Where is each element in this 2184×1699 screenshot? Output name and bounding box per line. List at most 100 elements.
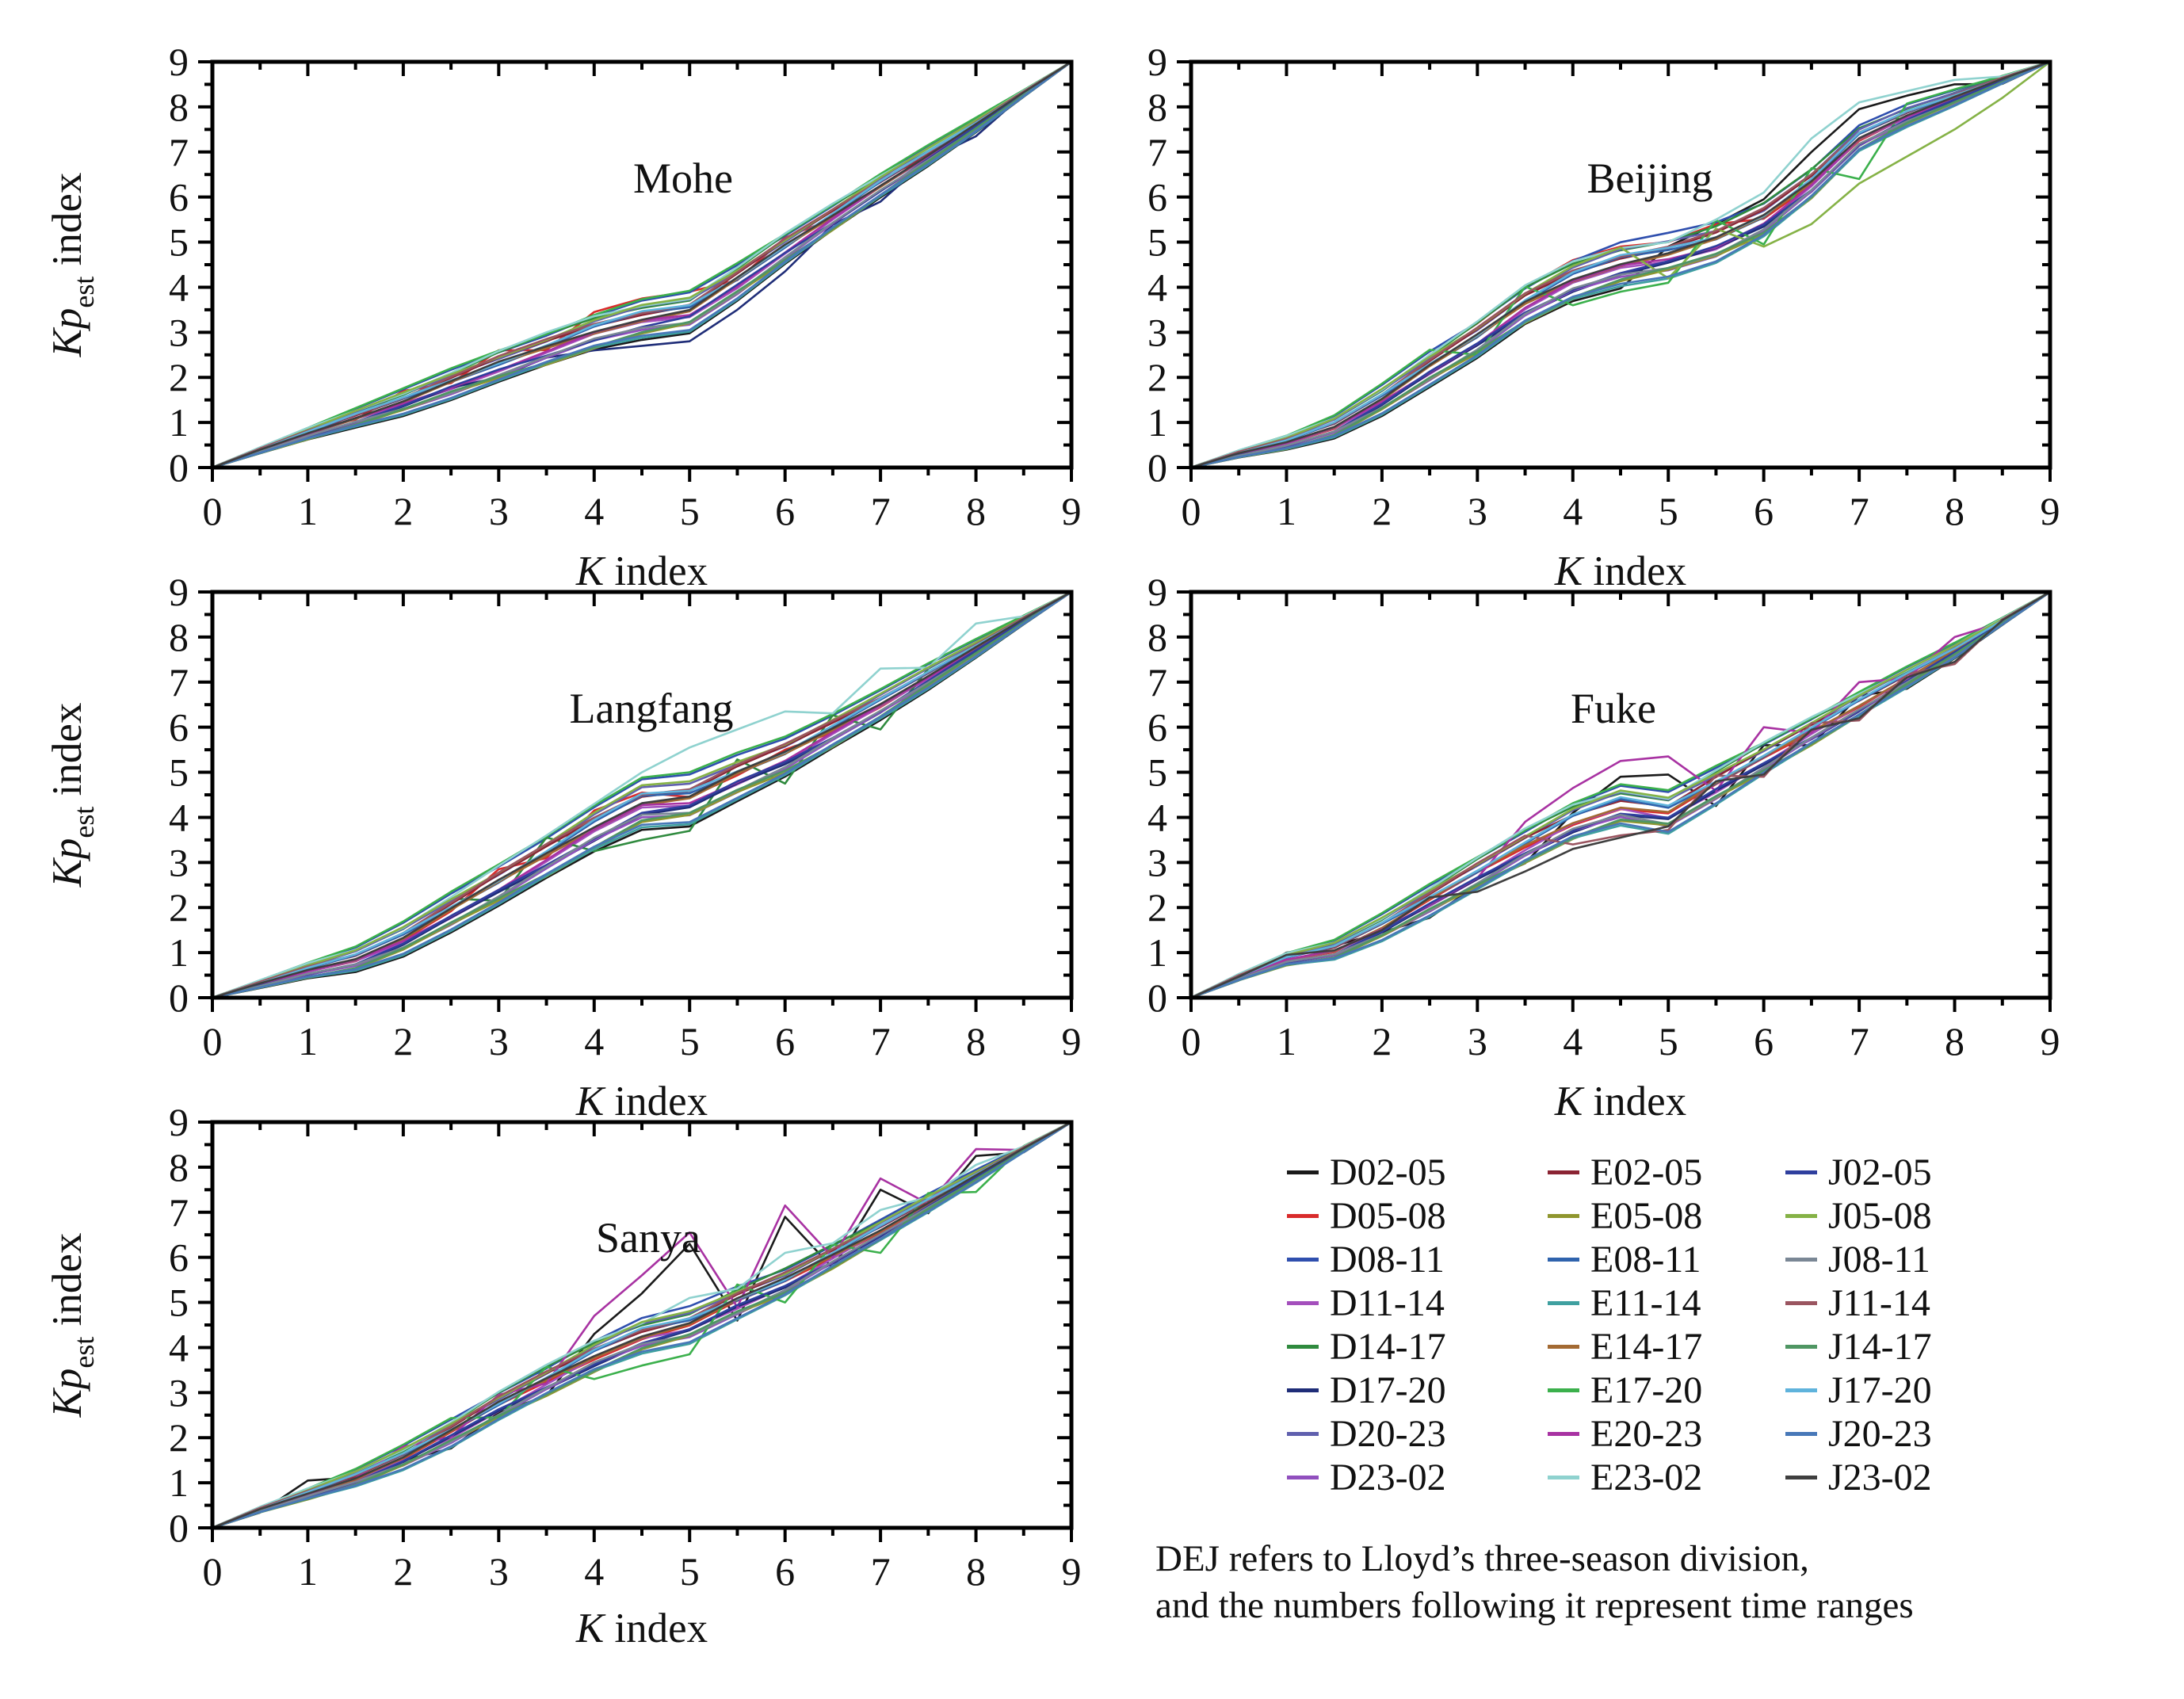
x-tick-label: 9 [1062, 489, 1082, 533]
y-tick-label: 1 [1147, 930, 1167, 975]
plot-title-langfang: Langfang [570, 685, 734, 732]
series-E08-11 [1189, 590, 2052, 999]
series-E05-08 [1189, 590, 2052, 999]
series-E02-05 [211, 60, 1073, 469]
series-D23-02 [211, 60, 1073, 469]
y-tick-label: 7 [1147, 130, 1167, 174]
y-tick-label: 4 [169, 795, 189, 839]
y-tick-label: 0 [169, 1506, 189, 1550]
x-tick-label: 6 [775, 1019, 795, 1063]
series-E17-20 [211, 1121, 1073, 1529]
x-tick-label: 7 [871, 489, 891, 533]
plot-title-beijing: Beijing [1587, 155, 1713, 202]
y-tick-label: 3 [1147, 310, 1167, 354]
y-tick-label: 8 [1147, 85, 1167, 129]
series-D11-14 [1189, 590, 2052, 999]
series-J20-23 [211, 60, 1073, 469]
curves-beijing [1189, 60, 2052, 469]
y-tick-label: 5 [169, 750, 189, 795]
series-D14-17 [211, 60, 1073, 469]
series-E23-02 [1189, 590, 2052, 999]
y-tick-label: 2 [169, 355, 189, 399]
series-J23-02 [211, 1121, 1073, 1529]
y-tick-label: 8 [169, 1145, 189, 1189]
series-J14-17 [1189, 590, 2052, 999]
series-D05-08 [211, 60, 1073, 469]
series-J08-11 [211, 1121, 1073, 1529]
series-D23-02 [1189, 590, 2052, 999]
y-axis-label-mohe: Kpest index [44, 173, 100, 358]
series-J05-08 [1189, 60, 2052, 469]
caption-line-1: DEJ refers to Lloyd’s three-season divis… [1155, 1538, 1809, 1579]
series-E20-23 [211, 60, 1073, 469]
caption-line-2: and the numbers following it represent t… [1155, 1585, 1914, 1626]
series-J20-23 [211, 1121, 1073, 1529]
series-J17-20 [1189, 590, 2052, 999]
y-tick-label: 0 [1147, 445, 1167, 490]
figure-caption: DEJ refers to Lloyd’s three-season divis… [1155, 1536, 1914, 1629]
x-tick-label: 1 [298, 1019, 318, 1063]
series-J14-17 [211, 60, 1073, 469]
x-tick-label: 2 [1372, 1019, 1392, 1063]
x-tick-label: 0 [1182, 1019, 1201, 1063]
series-D17-20 [211, 60, 1073, 469]
y-tick-label: 7 [1147, 660, 1167, 704]
x-tick-label: 3 [1468, 1019, 1487, 1063]
curves-sanya [211, 1121, 1073, 1529]
series-D02-05 [211, 60, 1073, 469]
x-tick-label: 8 [1945, 489, 1964, 533]
series-E23-02 [211, 60, 1073, 469]
plot-frame [210, 59, 1074, 470]
y-tick-label: 3 [169, 310, 189, 354]
y-tick-label: 8 [1147, 615, 1167, 659]
y-tick-label: 6 [169, 1235, 189, 1280]
series-D11-14 [211, 60, 1073, 469]
series-D05-08 [1189, 590, 2052, 999]
y-tick-label: 5 [169, 220, 189, 265]
series-E17-20 [211, 590, 1073, 999]
series-J05-08 [211, 1121, 1073, 1529]
y-tick-label: 5 [169, 1281, 189, 1325]
x-tick-label: 6 [1754, 489, 1774, 533]
series-J08-11 [211, 60, 1073, 469]
x-axis-label-langfang: K index [575, 1079, 708, 1124]
series-E17-20 [211, 60, 1073, 469]
y-axis-label-langfang: Kpest index [44, 703, 100, 888]
x-tick-label: 2 [1372, 489, 1392, 533]
ticks-langfang [198, 590, 1073, 1012]
x-tick-label: 2 [393, 1549, 413, 1594]
y-tick-label: 6 [169, 175, 189, 220]
y-tick-label: 3 [1147, 840, 1167, 884]
series-D08-11 [1189, 590, 2052, 999]
x-tick-label: 9 [1062, 1019, 1082, 1063]
x-tick-label: 0 [203, 1019, 223, 1063]
series-J20-23 [1189, 60, 2052, 469]
y-tick-label: 1 [169, 400, 189, 445]
y-tick-label: 5 [1147, 220, 1167, 265]
x-tick-label: 1 [1277, 1019, 1296, 1063]
x-tick-label: 2 [393, 489, 413, 533]
series-J23-02 [1189, 590, 2052, 999]
y-tick-label: 8 [169, 615, 189, 659]
series-J20-23 [211, 590, 1073, 999]
y-tick-label: 0 [1147, 975, 1167, 1020]
series-E11-14 [211, 590, 1073, 999]
x-tick-label: 5 [680, 1549, 700, 1594]
series-E11-14 [1189, 590, 2052, 999]
series-J17-20 [211, 1121, 1073, 1529]
y-tick-label: 1 [169, 930, 189, 975]
plot-frame [1189, 590, 2052, 1000]
series-J08-11 [211, 590, 1073, 999]
series-J11-14 [211, 590, 1073, 999]
x-tick-label: 0 [203, 489, 223, 533]
y-tick-label: 4 [169, 1325, 189, 1369]
y-tick-label: 0 [169, 445, 189, 490]
series-D14-17 [1189, 590, 2052, 999]
series-E11-14 [1189, 60, 2052, 469]
